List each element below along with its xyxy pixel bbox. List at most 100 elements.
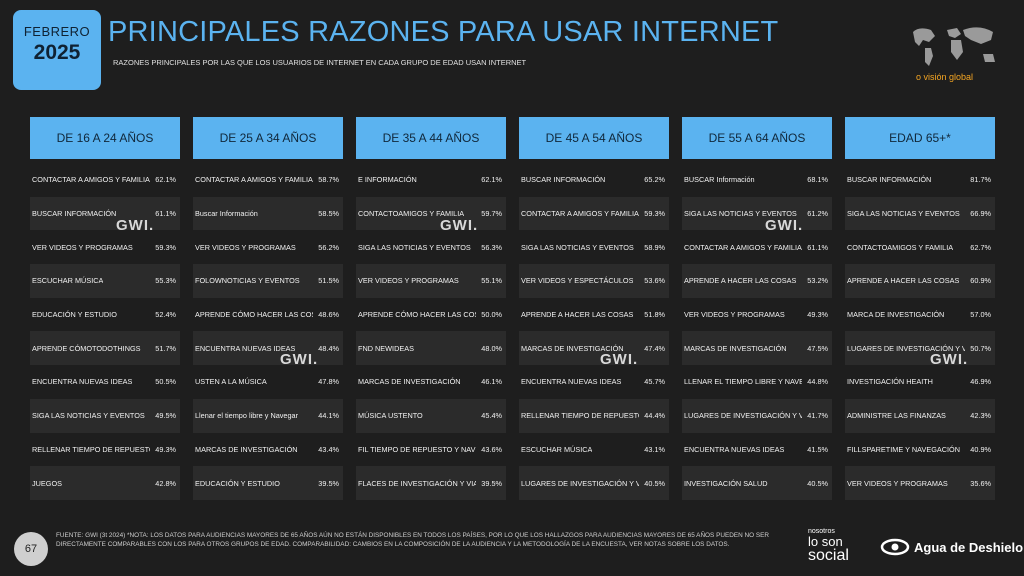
table-row: RELLENAR TIEMPO DE REPUESTO Y NAVEGACIÓN… — [30, 433, 180, 467]
row-value: 48.4% — [318, 343, 339, 353]
gwi-watermark: GWI. — [116, 217, 155, 234]
row-label: ENCUENTRA NUEVAS IDEAS — [521, 377, 622, 387]
row-label: FILLSPARETIME Y NAVEGACIÓN — [847, 444, 960, 454]
page-title: PRINCIPALES RAZONES PARA USAR INTERNET — [108, 16, 779, 48]
row-label: ADMINISTRE LAS FINANZAS — [847, 411, 946, 421]
table-row: CONTACTOAMIGOS Y FAMILIA 62.7% — [845, 230, 995, 264]
table-row: LUGARES DE INVESTIGACIÓN Y VIAJES 41.7% — [682, 398, 832, 433]
row-value: 68.1% — [807, 175, 828, 185]
row-label: INVESTIGACIÓN SALUD — [684, 478, 768, 488]
row-value: 50.5% — [155, 377, 176, 387]
row-label: MARCAS DE INVESTIGACIÓN — [684, 343, 787, 353]
row-value: 58.9% — [644, 242, 665, 252]
row-label: LUGARES DE INVESTIGACIÓN Y VIAJES — [684, 411, 802, 421]
table-row: LUGARES DE INVESTIGACIÓN Y VIAJES 50.7% — [845, 331, 995, 366]
column-16-24: DE 16 A 24 AÑOS CONTACTAR A AMIGOS Y FAM… — [30, 117, 180, 500]
row-value: 62.7% — [970, 242, 991, 252]
row-value: 35.6% — [970, 478, 991, 488]
gwi-watermark: GWI. — [600, 351, 639, 368]
row-value: 46.9% — [970, 377, 991, 387]
row-label: ENCUENTRA NUEVAS IDEAS — [32, 377, 133, 387]
row-label: VER VIDEOS Y PROGRAMAS — [32, 242, 133, 252]
row-value: 55.1% — [481, 276, 502, 286]
table-row: APRENDE A HACER LAS COSAS 53.2% — [682, 264, 832, 298]
table-row: Buscar Información 58.5% — [193, 196, 343, 231]
row-value: 65.2% — [644, 175, 665, 185]
column-header: DE 16 A 24 AÑOS — [30, 117, 180, 159]
column-35-44: DE 35 A 44 AÑOS E INFORMACIÓN 62.1% CONTAC… — [356, 117, 506, 500]
agua-de-deshielo-logo: Agua de Deshielo — [880, 538, 1023, 556]
row-value: 46.1% — [481, 377, 502, 387]
row-value: 56.2% — [318, 242, 339, 252]
table-row: FOLOWNOTICIAS Y EVENTOS 51.5% — [193, 264, 343, 298]
row-label: EDUCACIÓN Y ESTUDIO — [32, 310, 117, 320]
row-label: VER VIDEOS Y PROGRAMAS — [358, 276, 459, 286]
page-subtitle: RAZONES PRINCIPALES POR LAS QUE LOS USUA… — [113, 58, 527, 67]
row-label: INVESTIGACIÓN HEAITH — [847, 377, 933, 387]
row-label: CONTACTAR A AMIGOS Y FAMILIARES — [195, 175, 313, 185]
row-value: 53.2% — [807, 276, 828, 286]
row-value: 59.3% — [155, 242, 176, 252]
table-row: CONTACTAR A AMIGOS Y FAMILIARES 61.1% — [682, 230, 832, 264]
table-row: APRENDE CÓMOTODOTHINGS 51.7% — [30, 331, 180, 366]
table-row: ESCUCHAR MÚSICA 55.3% — [30, 264, 180, 298]
table-row: SIGA LAS NOTICIAS Y EVENTOS 58.9% — [519, 230, 669, 264]
gwi-watermark: GWI. — [440, 217, 479, 234]
table-row: FND NEWIDEAS 48.0% — [356, 331, 506, 366]
table-row: ENCUENTRA NUEVAS IDEAS 48.4% — [193, 331, 343, 366]
row-label: FND NEWIDEAS — [358, 343, 414, 353]
table-row: RELLENAR TIEMPO DE REPUESTO Y NAVEGACIÓN… — [519, 398, 669, 433]
logo-agua-text: Agua de Deshielo — [914, 539, 1024, 555]
gwi-watermark: GWI. — [280, 351, 319, 368]
source-note: FUENTE: GWI (3t 2024) *NOTA: LOS DATOS P… — [56, 532, 769, 548]
row-label: VER VIDEOS Y ESPECTÁCULOS — [521, 276, 634, 286]
row-value: 56.3% — [481, 242, 502, 252]
row-label: EDUCACIÓN Y ESTUDIO — [195, 478, 280, 488]
column-header: DE 55 A 64 AÑOS — [682, 117, 832, 159]
page-number: 67 — [14, 532, 48, 566]
row-label: VER VIDEOS Y PROGRAMAS — [847, 478, 948, 488]
row-label: CONTACTAR A AMIGOS Y FAMILIARES — [521, 209, 639, 219]
row-label: ESCUCHAR MÚSICA — [32, 276, 104, 286]
table-row: CONTACTAR A AMIGOS Y FAMILIARES 59.3% — [519, 196, 669, 231]
table-row: VER VIDEOS Y PROGRAMAS 59.3% — [30, 230, 180, 264]
row-label: Llenar el tiempo libre y Navegar — [195, 411, 299, 421]
table-row: ENCUENTRA NUEVAS IDEAS 41.5% — [682, 433, 832, 467]
table-row: APRENDE A HACER LAS COSAS 60.9% — [845, 264, 995, 298]
world-map-icon — [913, 27, 995, 66]
table-row: CONTACTAR A AMIGOS Y FAMILIARES 58.7% — [193, 163, 343, 197]
row-label: CONTACTOAMIGOS Y FAMILIA — [358, 209, 465, 219]
gwi-watermark: GWI. — [930, 351, 969, 368]
column-65-plus: EDAD 65+* BUSCAR INFORMACIÓN 81.7% SIGA LA… — [845, 117, 995, 500]
row-value: 39.5% — [318, 478, 339, 488]
row-value: 43.6% — [481, 444, 502, 454]
row-label: LUGARES DE INVESTIGACIÓN Y VIAJES — [521, 478, 639, 488]
row-value: 61.1% — [807, 242, 828, 252]
row-value: 48.6% — [318, 310, 339, 320]
table-row: SIGA LAS NOTICIAS Y EVENTOS 61.2% — [682, 196, 832, 231]
row-value: 58.7% — [318, 175, 339, 185]
row-value: 59.3% — [644, 209, 665, 219]
row-value: 41.5% — [807, 444, 828, 454]
row-label: E INFORMACIÓN — [358, 175, 417, 185]
row-label: CONTACTAR A AMIGOS Y FAMILIARES — [32, 175, 150, 185]
table-row: VER VIDEOS Y PROGRAMAS 56.2% — [193, 230, 343, 264]
row-value: 49.5% — [155, 411, 176, 421]
row-value: 40.9% — [970, 444, 991, 454]
badge-year: 2025 — [33, 41, 81, 64]
row-label: BUSCAR INFORMACIÓN — [521, 175, 606, 185]
age-group-columns: DE 16 A 24 AÑOS CONTACTAR A AMIGOS Y FAM… — [30, 117, 996, 500]
row-label: CONTACTAR A AMIGOS Y FAMILIARES — [684, 242, 802, 252]
row-value: 44.8% — [807, 377, 828, 387]
column-45-54: DE 45 A 54 AÑOS BUSCAR INFORMACIÓN 65.2% C… — [519, 117, 669, 500]
table-row: VER VIDEOS Y ESPECTÁCULOS 53.6% — [519, 264, 669, 298]
table-row: LLENAR EL TIEMPO LIBRE Y NAVEGAR 44.8% — [682, 365, 832, 399]
row-value: 45.4% — [481, 411, 502, 421]
row-value: 44.4% — [644, 411, 665, 421]
row-value: 61.1% — [155, 209, 176, 219]
column-header: DE 45 A 54 AÑOS — [519, 117, 669, 159]
row-value: 51.8% — [644, 310, 665, 320]
row-label: VER VIDEOS Y PROGRAMAS — [195, 242, 296, 252]
row-label: RELLENAR TIEMPO DE REPUESTO Y NAVEGACIÓN — [32, 444, 150, 454]
table-row: BUSCAR Información 68.1% — [682, 163, 832, 197]
